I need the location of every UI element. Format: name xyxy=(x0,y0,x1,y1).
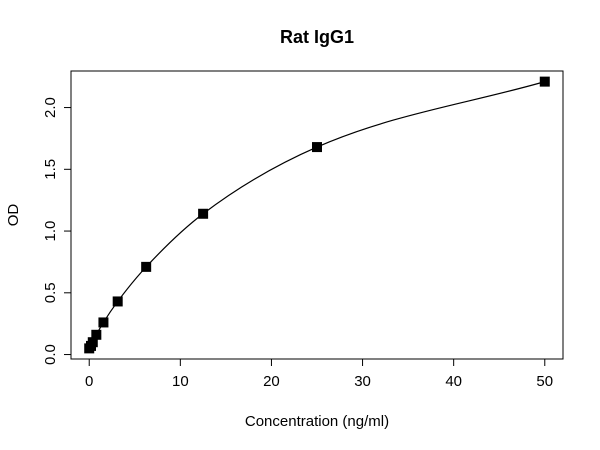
y-tick-label: 1.5 xyxy=(42,159,59,180)
data-point xyxy=(98,317,109,328)
x-axis-label: Concentration (ng/ml) xyxy=(245,413,389,430)
data-point xyxy=(539,76,550,87)
y-axis-label: OD xyxy=(5,204,22,227)
x-tick-label: 50 xyxy=(536,373,553,390)
data-point xyxy=(312,142,322,153)
data-point xyxy=(112,296,123,307)
x-tick-label: 40 xyxy=(445,373,462,390)
chart-title: Rat IgG1 xyxy=(280,27,354,47)
plot-frame xyxy=(70,70,564,360)
x-tick-label: 30 xyxy=(354,373,371,390)
y-tick-label: 0.0 xyxy=(42,344,59,365)
fit-curve xyxy=(88,81,545,349)
data-point xyxy=(198,208,209,219)
y-tick-label: 2.0 xyxy=(42,97,59,118)
x-tick-label: 10 xyxy=(172,373,189,390)
y-tick-label: 0.5 xyxy=(42,282,59,303)
x-tick-label: 20 xyxy=(263,373,280,390)
y-tick-label: 1.0 xyxy=(42,221,59,242)
data-point xyxy=(91,329,102,340)
data-point xyxy=(141,261,152,272)
data-point xyxy=(87,337,98,348)
x-tick-label: 0 xyxy=(85,373,93,390)
